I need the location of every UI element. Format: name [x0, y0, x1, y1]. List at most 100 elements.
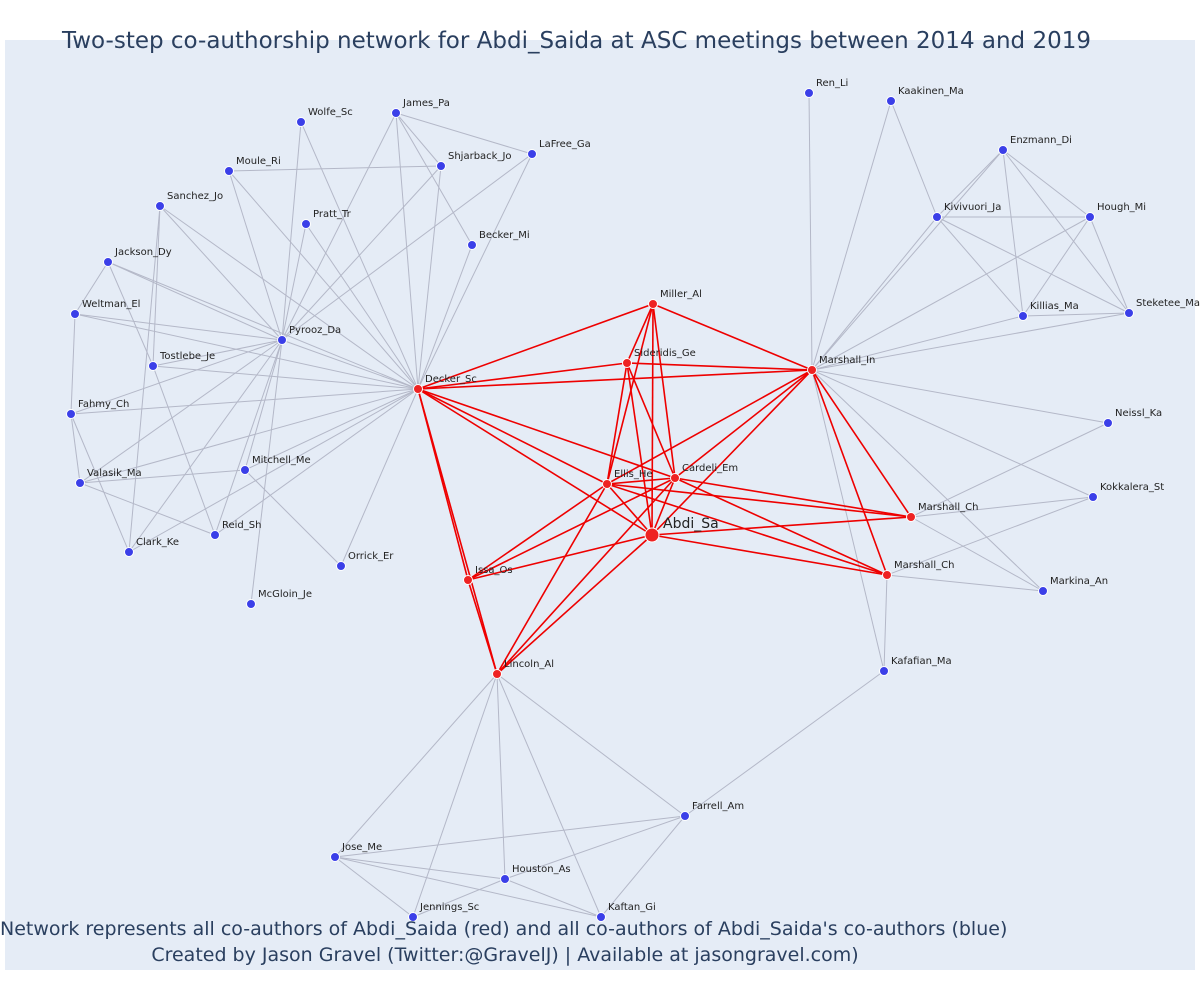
coauthor-edge-grey — [128, 205, 161, 553]
author-node-steketee[interactable] — [1124, 308, 1134, 318]
author-node-killias[interactable] — [1018, 311, 1028, 321]
coauthor-edge-grey — [883, 574, 888, 672]
author-label-kaakinen: Kaakinen_Ma — [898, 86, 964, 97]
coauthor-edge-red — [417, 362, 628, 390]
author-node-sideridis[interactable] — [622, 358, 632, 368]
coauthor-edge-grey — [70, 313, 76, 415]
author-node-jennings[interactable] — [408, 912, 418, 922]
coauthor-edge-grey — [79, 339, 283, 484]
chart-title: Two-step co-authorship network for Abdi_… — [61, 28, 1091, 54]
coauthor-edge-grey — [244, 388, 419, 471]
coauthor-edge-grey — [79, 482, 216, 536]
author-node-miller[interactable] — [648, 299, 658, 309]
author-node-james[interactable] — [391, 108, 401, 118]
author-label-lincoln: Lincoln_Al — [504, 659, 554, 670]
author-node-wolfe[interactable] — [296, 117, 306, 127]
author-node-kivivuori[interactable] — [932, 212, 942, 222]
author-node-moule[interactable] — [224, 166, 234, 176]
coauthor-edge-grey — [600, 815, 686, 918]
author-node-lafree[interactable] — [527, 149, 537, 159]
author-node-mitchell[interactable] — [240, 465, 250, 475]
author-label-neissl: Neissl_Ka — [1115, 408, 1162, 419]
author-node-ellis[interactable] — [602, 479, 612, 489]
author-label-shjarback: Shjarback_Jo — [448, 151, 512, 162]
author-node-fahmy[interactable] — [66, 409, 76, 419]
coauthor-edge-red — [651, 369, 813, 536]
author-node-tostlebe[interactable] — [148, 361, 158, 371]
plot-background — [5, 40, 1195, 970]
author-node-jose[interactable] — [330, 852, 340, 862]
coauthor-edge-grey — [808, 92, 813, 371]
author-node-cardeli[interactable] — [670, 473, 680, 483]
author-node-lincoln[interactable] — [492, 669, 502, 679]
coauthor-edge-grey — [811, 369, 1109, 424]
author-node-valasik[interactable] — [75, 478, 85, 488]
caption-network-description: Network represents all co-authors of Abd… — [0, 918, 1008, 940]
author-node-kafafian[interactable] — [879, 666, 889, 676]
author-node-renli[interactable] — [804, 88, 814, 98]
coauthor-edge-grey — [334, 856, 414, 918]
author-node-issa[interactable] — [463, 575, 473, 585]
author-node-marshall_ch2[interactable] — [882, 570, 892, 580]
author-node-kokkalera[interactable] — [1088, 492, 1098, 502]
coauthor-edge-grey — [811, 315, 1024, 371]
coauthor-edge-grey — [684, 670, 885, 817]
author-node-sanchez[interactable] — [155, 201, 165, 211]
coauthor-edge-grey — [159, 205, 283, 341]
coauthor-edge-red — [467, 483, 608, 581]
coauthor-edge-red — [606, 483, 912, 518]
author-label-jose: Jose_Me — [341, 842, 382, 853]
author-node-pratt[interactable] — [301, 219, 311, 229]
author-node-farrell[interactable] — [680, 811, 690, 821]
coauthor-edge-grey — [496, 673, 506, 880]
coauthor-edge-red — [811, 369, 912, 518]
author-label-marshall_in: Marshall_In — [819, 355, 875, 366]
author-node-mcgloin[interactable] — [246, 599, 256, 609]
author-label-fahmy: Fahmy_Ch — [78, 399, 129, 410]
coauthor-edge-grey — [74, 261, 109, 315]
author-label-farrell: Farrell_Am — [692, 801, 744, 812]
author-node-shjarback[interactable] — [436, 161, 446, 171]
coauthor-edge-grey — [890, 100, 938, 218]
author-node-pyrooz[interactable] — [277, 335, 287, 345]
author-node-hough[interactable] — [1085, 212, 1095, 222]
coauthor-edge-grey — [936, 216, 1130, 314]
coauthor-edge-grey — [496, 673, 686, 817]
author-node-jackson[interactable] — [103, 257, 113, 267]
coauthor-edge-grey — [152, 205, 161, 367]
coauthor-edge-grey — [70, 339, 283, 415]
coauthor-edge-grey — [228, 165, 442, 172]
coauthor-edge-grey — [811, 369, 885, 672]
author-node-clark[interactable] — [124, 547, 134, 557]
author-node-marshall_ch1[interactable] — [906, 512, 916, 522]
coauthor-edge-red — [606, 477, 676, 485]
coauthor-edge-grey — [214, 388, 419, 536]
author-node-becker[interactable] — [467, 240, 477, 250]
coauthor-edge-grey — [395, 112, 419, 390]
author-label-issa: Issa_Os — [475, 565, 513, 576]
author-node-kaakinen[interactable] — [886, 96, 896, 106]
coauthor-edge-grey — [496, 673, 602, 918]
author-label-steketee: Steketee_Ma — [1136, 298, 1200, 309]
coauthor-edge-grey — [1002, 149, 1024, 317]
author-label-abdi: Abdi_Sa — [663, 516, 719, 532]
coauthor-edge-grey — [936, 216, 1024, 317]
author-node-enzmann[interactable] — [998, 145, 1008, 155]
coauthor-edge-red — [674, 369, 813, 479]
author-node-houston[interactable] — [500, 874, 510, 884]
author-node-neissl[interactable] — [1103, 418, 1113, 428]
red-edges-layer — [417, 303, 912, 675]
author-node-orrick[interactable] — [336, 561, 346, 571]
author-node-decker[interactable] — [413, 384, 423, 394]
author-node-kaftan[interactable] — [596, 912, 606, 922]
author-node-abdi[interactable] — [644, 527, 660, 543]
author-node-marshall_in[interactable] — [807, 365, 817, 375]
author-node-weltman[interactable] — [70, 309, 80, 319]
author-node-reid[interactable] — [210, 530, 220, 540]
coauthor-edge-red — [651, 534, 888, 576]
coauthor-edge-grey — [811, 149, 1004, 371]
coauthor-edge-grey — [811, 100, 892, 371]
author-node-markina[interactable] — [1038, 586, 1048, 596]
coauthor-edge-red — [651, 477, 676, 536]
